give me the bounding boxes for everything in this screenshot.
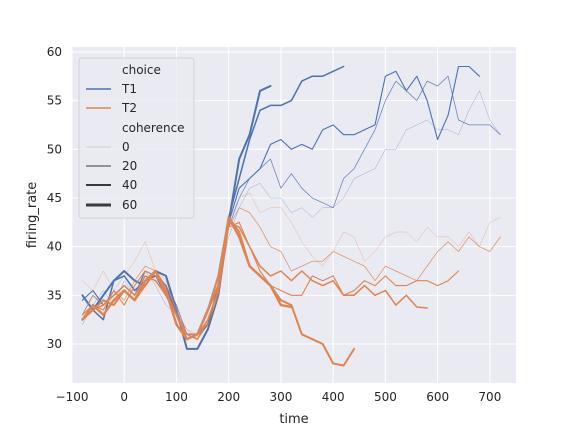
legend-label-size-20: 20 (122, 159, 137, 173)
legend-label-size-40: 40 (122, 178, 137, 192)
series-line-t2-100 (81, 216, 293, 341)
x-tick-label: 700 (478, 390, 501, 404)
series-layer (81, 65, 501, 367)
legend-label-t1: T1 (121, 82, 137, 96)
series-line-t1-0 (82, 90, 501, 340)
y-tick-label: 40 (47, 240, 62, 254)
legend-size-title: coherence (122, 121, 185, 135)
series-line-t2-0 (82, 192, 501, 335)
y-tick-label: 30 (47, 337, 62, 351)
legend-label-t2: T2 (121, 101, 137, 115)
x-tick-label: 500 (374, 390, 397, 404)
y-tick-label: 50 (47, 142, 62, 156)
series-line-t2-60 (81, 221, 428, 340)
x-tick-label: 600 (426, 390, 449, 404)
y-tick-label: 35 (47, 288, 62, 302)
x-tick-label: 400 (322, 390, 345, 404)
legend-frame (78, 57, 195, 219)
y-tick-label: 60 (47, 45, 62, 59)
y-tick-label: 45 (47, 191, 62, 205)
legend: choice T1 T2 coherence 0 20 40 60 (78, 57, 195, 219)
legend-label-size-0: 0 (122, 140, 130, 154)
series-line-t2-20 (82, 207, 501, 335)
legend-hue-title: choice (122, 63, 161, 77)
x-tick-label: 200 (217, 390, 240, 404)
y-tick-label: 55 (47, 94, 62, 108)
x-axis-label: time (279, 412, 308, 427)
y-axis-label: firing_rate (25, 182, 40, 249)
legend-label-size-60: 60 (122, 198, 137, 212)
x-tick-label: 300 (269, 390, 292, 404)
x-tick-label: −100 (56, 390, 89, 404)
x-tick-label: 100 (165, 390, 188, 404)
x-tick-label: 0 (120, 390, 128, 404)
